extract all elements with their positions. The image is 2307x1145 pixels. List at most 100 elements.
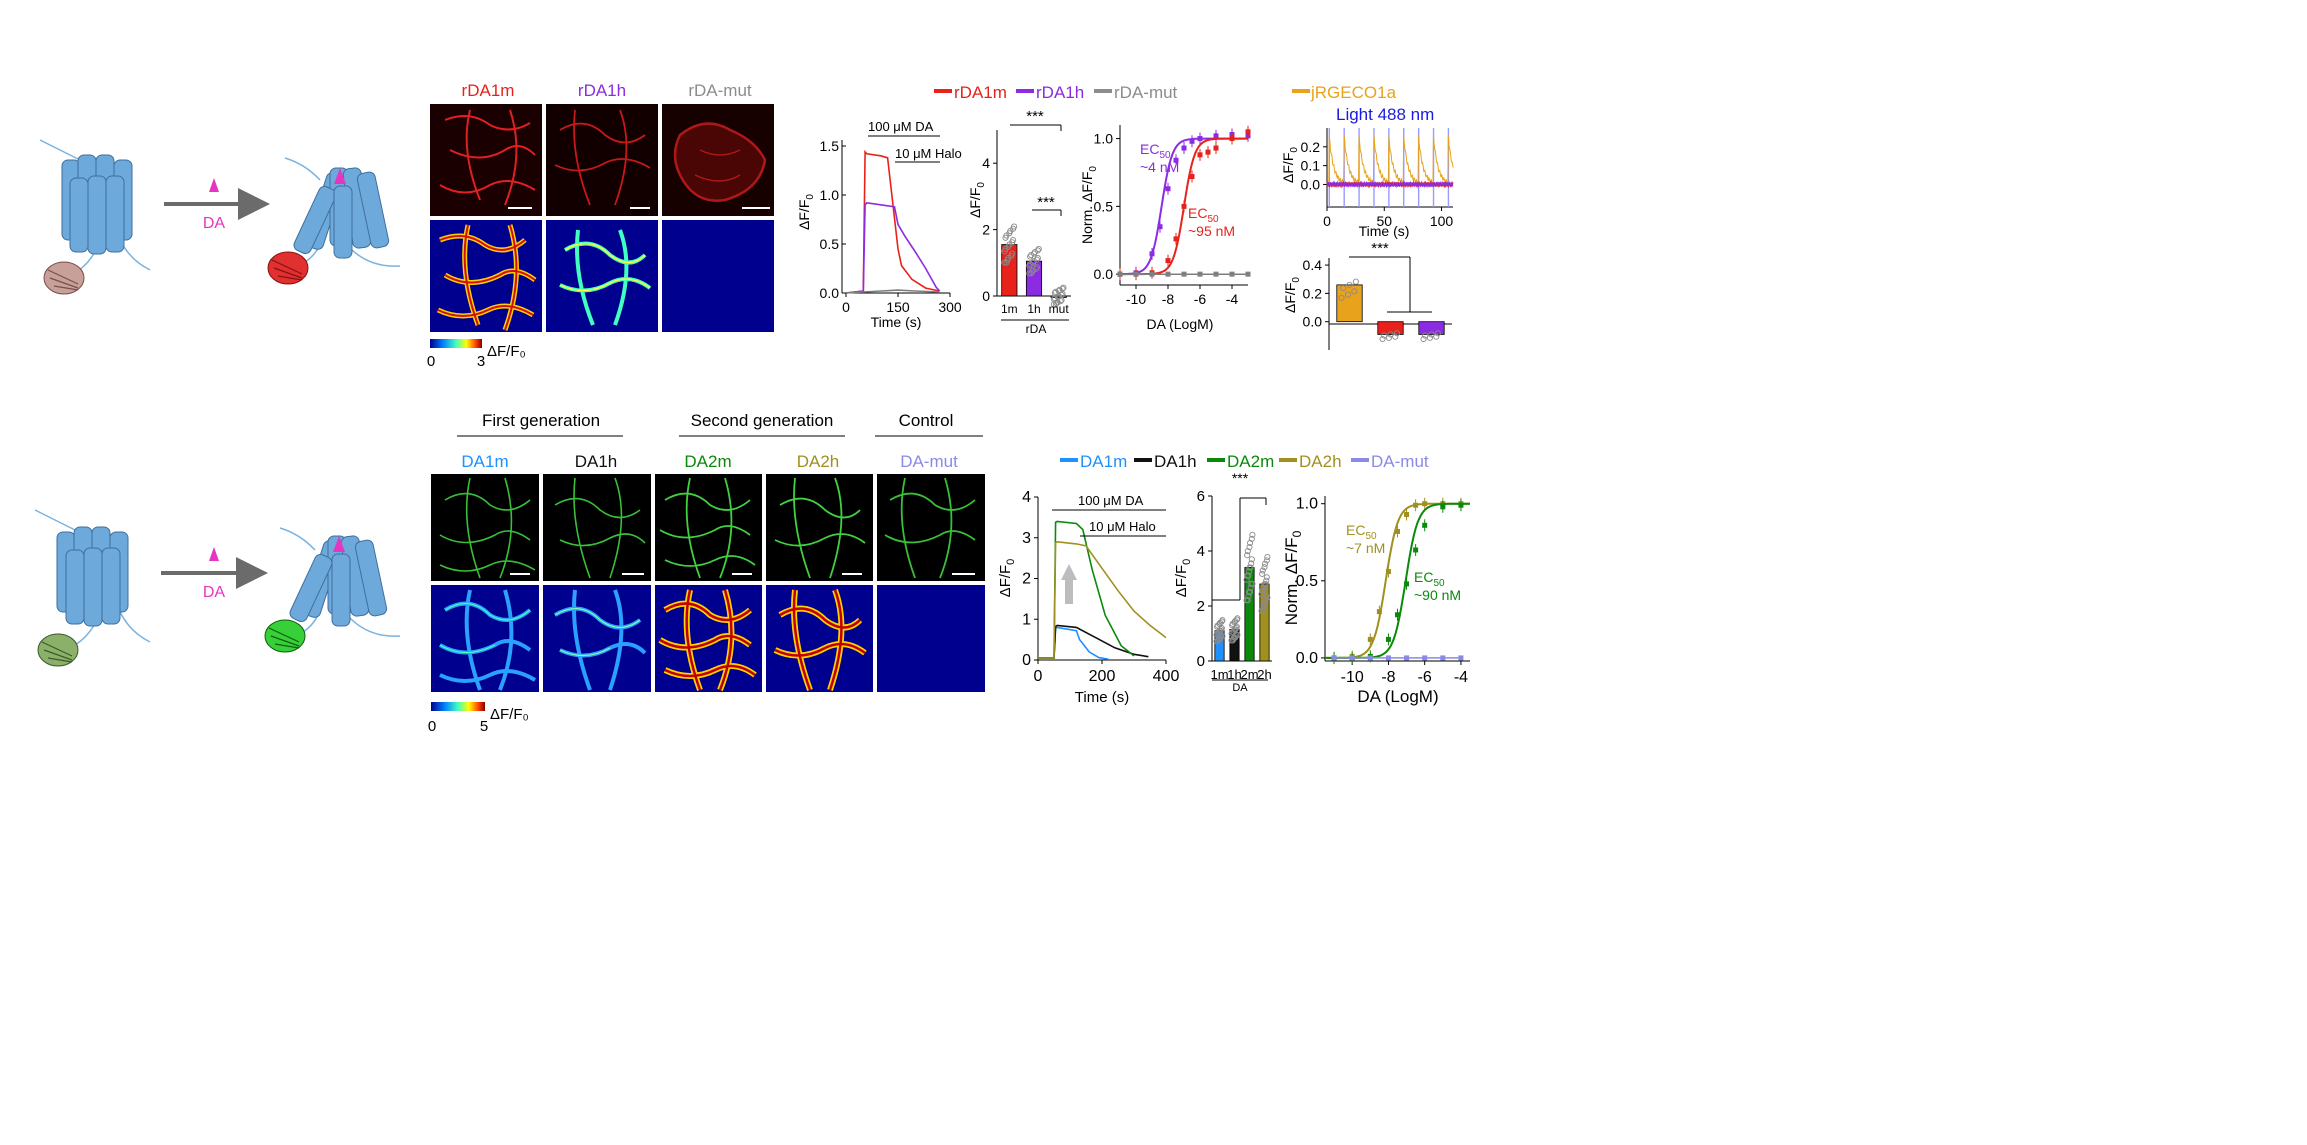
dose-b-ylabel: Norm. ΔF/F0 <box>1282 530 1304 625</box>
colorbar-a: ΔF/F₀ 0 3 <box>427 339 526 370</box>
scatter-point <box>1060 284 1067 291</box>
scatter-point <box>1420 335 1427 343</box>
colorbar-b-max: 5 <box>480 718 488 735</box>
scatter-point <box>1057 298 1064 305</box>
data-point-rDA-mut <box>1133 271 1139 277</box>
scatter-point <box>1387 331 1394 338</box>
y-tick-label: 0.1 <box>1301 158 1321 174</box>
light-bar-a-sig: *** <box>1371 240 1389 257</box>
y-tick-label: 0 <box>1022 652 1031 669</box>
scatter-point <box>1379 335 1386 343</box>
scatter-point <box>1232 626 1239 633</box>
bar-label-1h: 1h <box>1227 667 1241 682</box>
scatter-point <box>1029 268 1036 275</box>
light-bar-a-ylabel: ΔF/F0 <box>1282 277 1302 313</box>
trace-rDA1h <box>1326 180 1454 189</box>
scatter-point <box>1006 230 1013 237</box>
dose-a-ec50-red-value: ~95 nM <box>1188 223 1235 239</box>
x-tick-label: 0 <box>1034 668 1043 685</box>
scatter-point <box>1264 554 1271 561</box>
y-tick-label: 2 <box>1022 571 1031 588</box>
y-tick-label: 0.0 <box>1094 266 1114 282</box>
scatter-point <box>1262 601 1269 608</box>
legend-b-DA-mut: DA-mut <box>1371 452 1429 471</box>
scatter-point <box>1346 281 1353 288</box>
chart-b-dose-ticks: 0.0 0.5 1.0 -10 -8 -6 -4 <box>1296 496 1468 686</box>
scatter-point <box>1035 245 1042 252</box>
y-tick-label: 2 <box>982 222 990 238</box>
scatter-point <box>1234 631 1241 638</box>
data-point-rDA-mut <box>1165 271 1171 277</box>
data-point-rDA-mut <box>1181 271 1187 277</box>
activation-arrow-b: DA <box>161 547 268 601</box>
x-tick-label: 0 <box>842 299 850 315</box>
scatter-point <box>1340 285 1347 292</box>
image-col-label-DA1h: DA1h <box>575 452 618 471</box>
schematic-a-receptor-inactive <box>39 139 151 295</box>
dose-b-xlabel: DA (LogM) <box>1357 687 1438 706</box>
x-tick-label: 0 <box>1323 213 1331 229</box>
image-col-label-rDA1m: rDA1m <box>462 81 515 100</box>
trace-b-annotation-halo: 10 μM Halo <box>1089 519 1156 534</box>
trace-DA2m <box>1038 520 1135 659</box>
scatter-point <box>1260 587 1267 594</box>
data-point-rDA-mut <box>1197 271 1203 277</box>
chart-a-light-bar-bars <box>1336 278 1445 343</box>
scatter-point <box>1249 531 1256 538</box>
bar-a-sig-2: *** <box>1037 194 1055 211</box>
scatter-point <box>1264 594 1271 601</box>
dose-b-ec50-green: EC50 <box>1414 569 1445 589</box>
scatter-point <box>1217 627 1224 634</box>
scatter-point <box>1249 580 1256 587</box>
y-tick-label: 6 <box>1197 488 1205 505</box>
scatter-point <box>1428 331 1435 338</box>
x-tick-label: 100 <box>1430 213 1454 229</box>
y-tick-label: 4 <box>982 155 990 171</box>
scatter-point <box>1026 262 1033 269</box>
schematic-a-receptor-active <box>267 157 401 285</box>
scatter-point <box>1028 251 1035 259</box>
generation-label-second: Second generation <box>691 411 834 430</box>
dose-a-xlabel: DA (LogM) <box>1147 316 1214 332</box>
generation-label-first: First generation <box>482 411 600 430</box>
micrograph-DA1m <box>431 474 539 581</box>
bar-b-sig: *** <box>1232 470 1249 486</box>
heatmap-DA2m <box>655 585 762 692</box>
scatter-point <box>1426 334 1433 341</box>
scatter-point <box>1218 618 1225 625</box>
scatter-point <box>1263 574 1270 581</box>
scatter-point <box>1030 258 1038 265</box>
chart-a-trace-ticks: 0.0 0.5 1.0 1.5 0 150 300 <box>820 138 962 315</box>
y-tick-label: 2 <box>1197 598 1205 615</box>
process-label-a: DA <box>203 215 226 232</box>
heatmap-DA1h <box>543 585 651 692</box>
bar-rDA1h <box>1418 321 1445 335</box>
data-point-DA-mut <box>1440 655 1446 661</box>
data-point-DA-mut <box>1404 655 1410 661</box>
y-tick-label: 4 <box>1022 489 1031 506</box>
bar-jRGECO1a <box>1336 284 1363 323</box>
x-tick-label: -8 <box>1162 291 1175 307</box>
data-point-DA-mut <box>1422 655 1428 661</box>
y-tick-label: 0.5 <box>820 236 840 252</box>
dose-a-ylabel: Norm. ΔF/F0 <box>1079 166 1099 244</box>
schematic-b-receptor-active <box>264 527 401 653</box>
heatmap-rDA1h <box>546 220 658 332</box>
y-tick-label: 0.0 <box>1303 314 1323 330</box>
legend-a-rDA-mut: rDA-mut <box>1114 83 1178 102</box>
scatter-point <box>1433 333 1440 340</box>
scatter-point <box>1248 560 1255 567</box>
chart-a-trace: 0.0 0.5 1.0 1.5 0 150 300 100 μM DA 10 μM Halo… <box>796 119 962 330</box>
scatter-point <box>1434 330 1441 337</box>
legend-a: rDA1m rDA1h rDA-mut <box>934 83 1178 102</box>
fluorescent-protein-active-a <box>267 251 309 285</box>
scatter-point <box>1033 256 1040 263</box>
scatter-point <box>1010 225 1017 232</box>
scatter-point <box>1001 248 1008 255</box>
scatter-point <box>1245 572 1252 579</box>
colorbar-a-label: ΔF/F₀ <box>487 343 526 360</box>
scatter-point <box>1244 552 1251 559</box>
trace-DA1m <box>1038 626 1109 660</box>
dose-b-ec50-olive: EC50 <box>1346 522 1377 542</box>
x-tick-label: 400 <box>1153 668 1180 685</box>
